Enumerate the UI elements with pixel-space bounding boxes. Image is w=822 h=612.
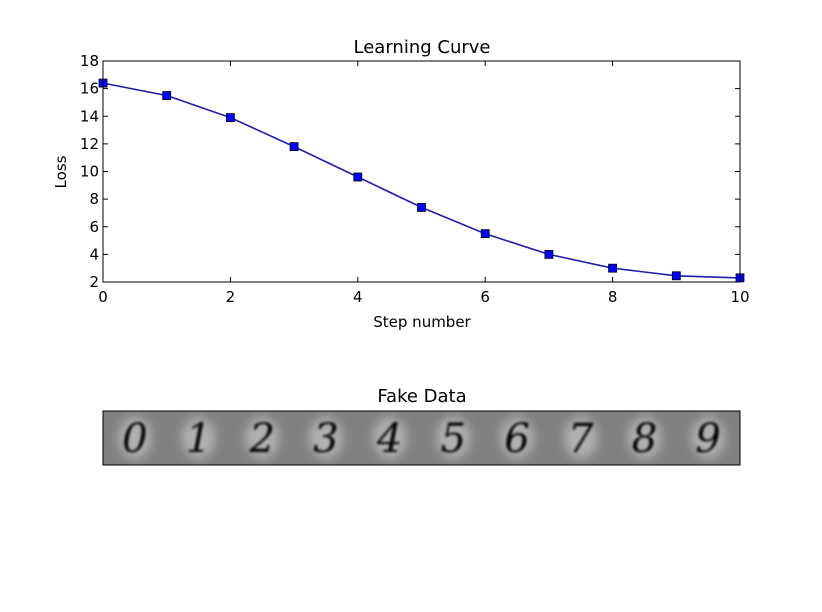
loss-data-point bbox=[225, 113, 235, 123]
fake-digit-6: 6 bbox=[500, 416, 535, 462]
y-tick-label: 18 bbox=[80, 52, 99, 70]
loss-data-point bbox=[608, 263, 617, 273]
learning-curve-title: Learning Curve bbox=[354, 37, 491, 58]
svg-text:7: 7 bbox=[568, 416, 594, 462]
x-tick-label: 10 bbox=[730, 288, 749, 306]
svg-text:0: 0 bbox=[122, 416, 147, 462]
x-tick-label: 4 bbox=[353, 288, 363, 306]
y-tick-label: 14 bbox=[80, 107, 99, 125]
fake-digit-4: 4 bbox=[372, 416, 407, 462]
fake-digit-9: 9 bbox=[691, 416, 726, 462]
fake-digit-7: 7 bbox=[563, 416, 598, 462]
y-tick-label: 6 bbox=[89, 218, 99, 236]
y-tick-label: 2 bbox=[89, 273, 99, 291]
loss-data-point bbox=[417, 203, 426, 212]
loss-series-line bbox=[102, 82, 741, 279]
y-tick-label: 12 bbox=[80, 135, 99, 153]
x-tick-label: 0 bbox=[98, 288, 108, 306]
loss-data-point bbox=[544, 249, 554, 259]
y-tick-label: 16 bbox=[80, 80, 99, 98]
loss-data-point bbox=[353, 172, 363, 182]
fake-data-title: Fake Data bbox=[377, 386, 466, 407]
svg-text:2: 2 bbox=[249, 416, 275, 462]
svg-text:4: 4 bbox=[376, 416, 402, 462]
svg-text:1: 1 bbox=[186, 416, 211, 462]
fake-digit-8: 8 bbox=[627, 416, 662, 462]
loss-series-markers bbox=[98, 78, 745, 283]
fake-data-frame bbox=[102, 410, 741, 466]
fake-digit-0: 0 bbox=[117, 416, 152, 462]
svg-text:5: 5 bbox=[441, 416, 466, 462]
y-tick-label: 8 bbox=[89, 190, 99, 208]
x-tick-label: 2 bbox=[226, 288, 236, 306]
svg-text:3: 3 bbox=[313, 416, 338, 462]
fake-digit-3: 3 bbox=[308, 416, 343, 462]
x-axis-label: Step number bbox=[373, 313, 471, 331]
svg-text:9: 9 bbox=[695, 416, 720, 462]
learning-curve-frame bbox=[102, 60, 741, 283]
y-axis-label: Loss bbox=[52, 155, 70, 188]
loss-data-point bbox=[480, 229, 490, 239]
svg-text:6: 6 bbox=[504, 416, 529, 462]
loss-data-point bbox=[671, 271, 681, 281]
fake-digit-2: 2 bbox=[245, 416, 280, 462]
fake-digit-5: 5 bbox=[436, 416, 471, 462]
x-tick-label: 8 bbox=[608, 288, 618, 306]
svg-text:8: 8 bbox=[632, 416, 657, 462]
y-tick-label: 4 bbox=[89, 245, 99, 263]
loss-data-point bbox=[162, 91, 172, 100]
x-tick-label: 6 bbox=[480, 288, 490, 306]
fake-digit-1: 1 bbox=[181, 416, 216, 462]
y-tick-label: 10 bbox=[80, 163, 99, 181]
loss-data-point bbox=[289, 142, 299, 152]
